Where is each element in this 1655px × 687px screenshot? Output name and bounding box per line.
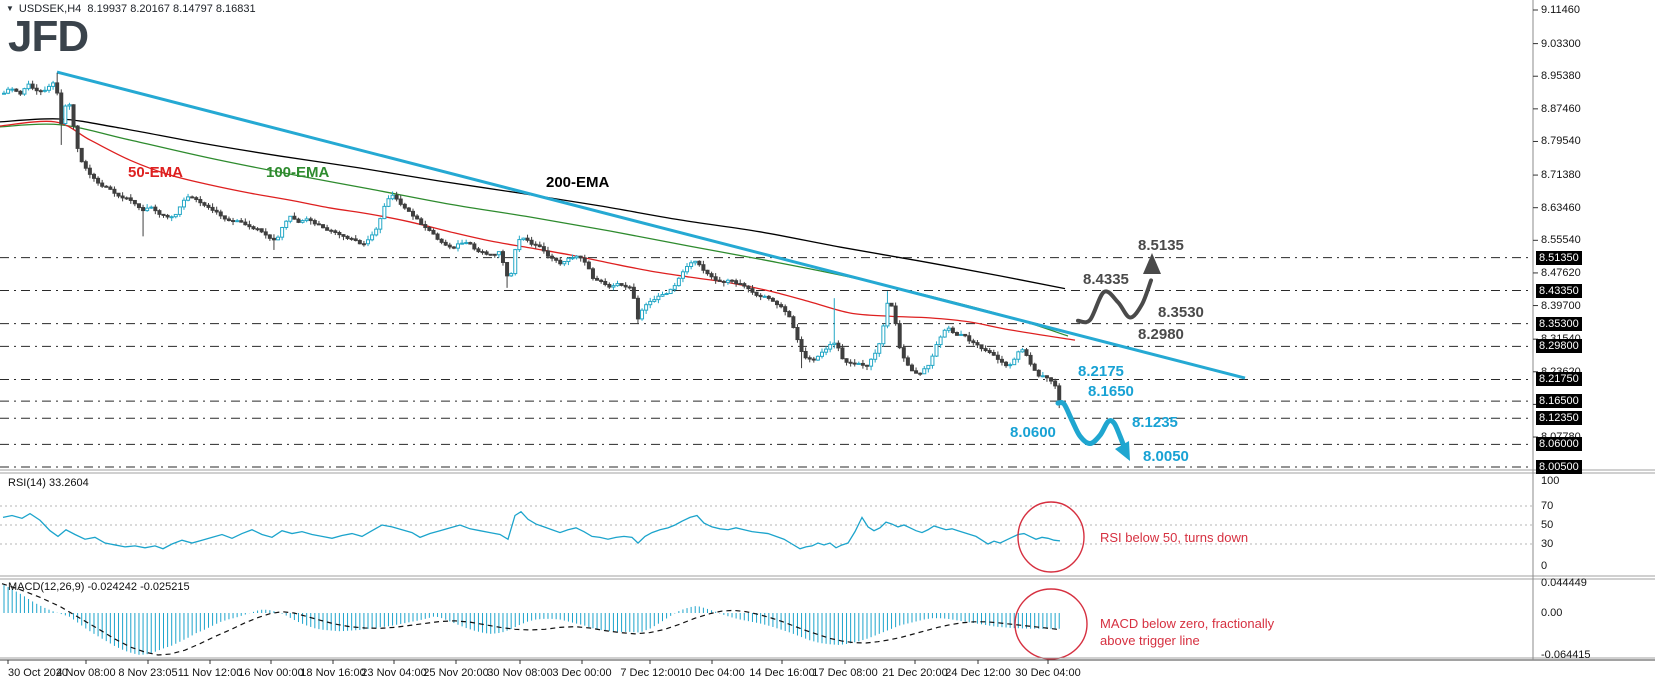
- time-axis-label: 14 Dec 16:00: [749, 667, 815, 679]
- rsi-highlight-ellipse[interactable]: [1017, 501, 1085, 573]
- rsi-scale-label: 50: [1541, 519, 1554, 531]
- level-label-8-1650[interactable]: 8.1650: [1088, 383, 1134, 400]
- macd-scale-label: 0.044449: [1541, 577, 1587, 589]
- macd-note[interactable]: MACD below zero, fractionally above trigg…: [1100, 615, 1274, 649]
- time-axis-label: 18 Nov 16:00: [300, 667, 366, 679]
- level-label-8-1235[interactable]: 8.1235: [1132, 414, 1178, 431]
- time-axis-label: 16 Nov 00:00: [238, 667, 304, 679]
- bearish-arrowhead-icon: [1115, 441, 1130, 461]
- ema-label-50[interactable]: 50-EMA: [128, 164, 184, 181]
- time-axis-label: 8 Nov 23:05: [118, 667, 178, 679]
- rsi-scale-label: 100: [1541, 475, 1560, 487]
- price-level-tag: 8.06000: [1536, 437, 1582, 452]
- ema-100-line[interactable]: [0, 123, 1069, 337]
- macd-scale-label: 0.00: [1541, 607, 1563, 619]
- ema-label-200[interactable]: 200-EMA: [546, 174, 610, 191]
- level-label-8-3530[interactable]: 8.3530: [1158, 304, 1204, 321]
- price-level-tag: 8.43350: [1536, 283, 1582, 298]
- jfd-logo: JFD: [8, 12, 89, 61]
- symbol-name: USDSEK,H4: [18, 3, 82, 15]
- price-level-tag: 8.29800: [1536, 339, 1582, 354]
- level-label-8-2175[interactable]: 8.2175: [1078, 363, 1124, 380]
- time-axis-label: 11 Nov 12:00: [177, 667, 243, 679]
- price-axis-label: 8.63460: [1541, 201, 1581, 214]
- symbol-dropdown-arrow[interactable]: ▼: [6, 4, 14, 13]
- time-axis-label: 7 Dec 12:00: [620, 667, 680, 679]
- macd-indicator-title: MACD(12,26,9) -0.024242 -0.025215: [8, 581, 190, 593]
- price-axis-label: 9.03300: [1541, 37, 1581, 50]
- time-axis-label: 30 Dec 04:00: [1015, 667, 1081, 679]
- price-level-tag: 8.21750: [1536, 372, 1582, 387]
- ema-200-line[interactable]: [0, 118, 1066, 290]
- price-axis-label: 8.79540: [1541, 135, 1581, 148]
- time-axis-label: 4 Nov 08:00: [56, 667, 116, 679]
- note-line: RSI below 50, turns down: [1100, 530, 1249, 545]
- price-axis-label: 8.47620: [1541, 266, 1581, 279]
- bearish-scenario-arrow[interactable]: [1055, 399, 1128, 452]
- macd-highlight-ellipse[interactable]: [1014, 588, 1088, 660]
- descending-trendline[interactable]: [56, 70, 1246, 380]
- macd-histogram-group: [3, 585, 1060, 655]
- time-axis-label: 23 Nov 04:00: [361, 667, 427, 679]
- price-level-tag: 8.00500: [1536, 459, 1582, 474]
- price-level-tag: 8.16500: [1536, 394, 1582, 409]
- time-axis-label: 30 Oct 2020: [8, 667, 68, 679]
- time-axis-label: 21 Dec 20:00: [882, 667, 948, 679]
- rsi-note[interactable]: RSI below 50, turns down: [1100, 529, 1248, 546]
- rsi-scale-label: 30: [1541, 538, 1554, 550]
- macd-signal-line[interactable]: [1, 583, 1059, 656]
- time-axis-label: 3 Dec 00:00: [552, 667, 612, 679]
- level-label-8-5135[interactable]: 8.5135: [1138, 237, 1184, 254]
- price-axis-label: 8.87460: [1541, 102, 1581, 115]
- level-label-8-0600[interactable]: 8.0600: [1010, 424, 1056, 441]
- candles-group: [2, 72, 1062, 409]
- price-axis-label: 8.39700: [1541, 299, 1581, 312]
- ema-50-line[interactable]: [0, 120, 1076, 341]
- price-axis-label: 8.95380: [1541, 70, 1581, 83]
- price-level-tag: 8.12350: [1536, 411, 1582, 426]
- price-axis-label: 8.71380: [1541, 169, 1581, 182]
- price-axis-label: 8.55540: [1541, 234, 1581, 247]
- bullish-scenario-arrow[interactable]: [1076, 278, 1153, 325]
- time-axis-label: 24 Dec 12:00: [945, 667, 1011, 679]
- macd-scale-label: -0.064415: [1541, 649, 1591, 661]
- ohlc-values: 8.19937 8.20167 8.14797 8.16831: [87, 3, 256, 15]
- level-label-8-2980[interactable]: 8.2980: [1138, 326, 1184, 343]
- bullish-arrowhead-icon: [1143, 253, 1161, 274]
- ema-label-100[interactable]: 100-EMA: [266, 164, 330, 181]
- level-label-8-4335[interactable]: 8.4335: [1083, 271, 1129, 288]
- price-level-tag: 8.35300: [1536, 316, 1582, 331]
- rsi-line[interactable]: [2, 510, 1061, 550]
- price-level-tag: 8.51350: [1536, 250, 1582, 265]
- rsi-scale-label: 0: [1541, 560, 1548, 572]
- time-axis-label: 25 Nov 20:00: [423, 667, 489, 679]
- rsi-scale-label: 70: [1541, 500, 1554, 512]
- time-axis-label: 17 Dec 08:00: [812, 667, 878, 679]
- price-axis-label: 9.11460: [1541, 4, 1580, 16]
- note-line: above trigger line: [1100, 633, 1200, 648]
- note-line: MACD below zero, fractionally: [1100, 616, 1275, 631]
- time-axis-label: 30 Nov 08:00: [487, 667, 553, 679]
- chart-title-bar: ▼ USDSEK,H4 8.19937 8.20167 8.14797 8.168…: [6, 3, 256, 15]
- rsi-indicator-title: RSI(14) 33.2604: [8, 477, 89, 489]
- level-label-8-0050[interactable]: 8.0050: [1143, 448, 1189, 465]
- time-axis-label: 10 Dec 04:00: [679, 667, 745, 679]
